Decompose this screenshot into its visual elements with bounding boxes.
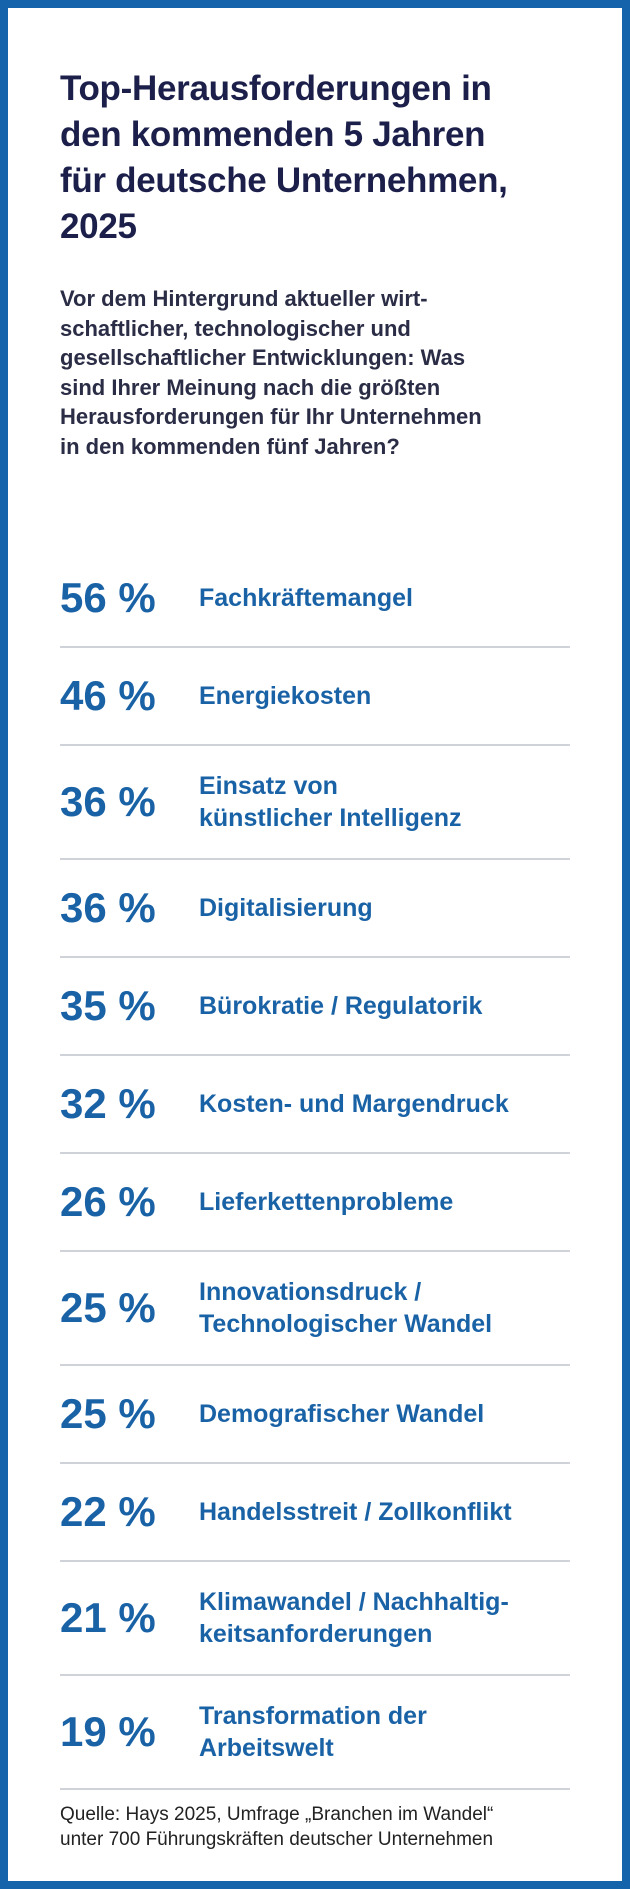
chart-subtitle: Vor dem Hintergrund aktueller wirt- scha… xyxy=(60,286,482,459)
stat-label: Klimawandel / Nachhaltig- keitsanforderu… xyxy=(199,1588,509,1648)
stat-label: Kosten- und Margendruck xyxy=(199,1090,509,1118)
stat-label: Energiekosten xyxy=(199,682,372,710)
stat-label: Bürokratie / Regulatorik xyxy=(199,992,483,1020)
stat-row: 22 % Handelsstreit / Zollkonflikt xyxy=(60,1464,570,1562)
stat-label: Transformation der Arbeitswelt xyxy=(199,1702,427,1762)
stat-label: Lieferkettenprobleme xyxy=(199,1188,454,1216)
stat-value: 36 % xyxy=(60,778,156,825)
stat-row: 25 % Demografischer Wandel xyxy=(60,1366,570,1464)
stat-label: Innovationsdruck / Technologischer Wande… xyxy=(199,1278,493,1338)
stat-label: Handelsstreit / Zollkonflikt xyxy=(199,1498,512,1526)
stat-row: 32 % Kosten- und Margendruck xyxy=(60,1056,570,1154)
stat-row: 35 % Bürokratie / Regulatorik xyxy=(60,958,570,1056)
stat-value: 19 % xyxy=(60,1708,156,1755)
stat-value: 46 % xyxy=(60,672,156,719)
stat-row: 25 % Innovationsdruck / Technologischer W… xyxy=(60,1252,570,1366)
stat-value: 21 % xyxy=(60,1594,156,1641)
stat-label: Fachkräftemangel xyxy=(199,584,413,612)
stat-row: 21 % Klimawandel / Nachhaltig- keitsanfor… xyxy=(60,1562,570,1676)
stat-row: 46 % Energiekosten xyxy=(60,648,570,746)
stat-list: 56 % Fachkräftemangel 46 % Energiekosten 36 … xyxy=(60,550,570,1790)
stat-value: 32 % xyxy=(60,1080,156,1127)
stat-value: 25 % xyxy=(60,1284,156,1331)
stat-value: 56 % xyxy=(60,574,156,621)
chart-title: Top-Herausforderungen in den kommenden 5… xyxy=(60,69,508,246)
stat-label: Einsatz von künstlicher Intelligenz xyxy=(199,772,462,832)
source-note: Quelle: Hays 2025, Umfrage „Branchen im … xyxy=(60,1804,494,1850)
stat-value: 35 % xyxy=(60,982,156,1029)
stat-row: 19 % Transformation der Arbeitswelt xyxy=(60,1676,570,1790)
stat-value: 26 % xyxy=(60,1178,156,1225)
stat-row: 36 % Einsatz von künstlicher Intelligenz xyxy=(60,746,570,860)
stat-row: 56 % Fachkräftemangel xyxy=(60,550,570,648)
stat-value: 22 % xyxy=(60,1488,156,1535)
stat-label: Digitalisierung xyxy=(199,894,373,922)
stat-row: 36 % Digitalisierung xyxy=(60,860,570,958)
stat-label: Demografischer Wandel xyxy=(199,1400,485,1428)
stat-value: 36 % xyxy=(60,884,156,931)
stat-value: 25 % xyxy=(60,1390,156,1437)
stat-row: 26 % Lieferkettenprobleme xyxy=(60,1154,570,1252)
